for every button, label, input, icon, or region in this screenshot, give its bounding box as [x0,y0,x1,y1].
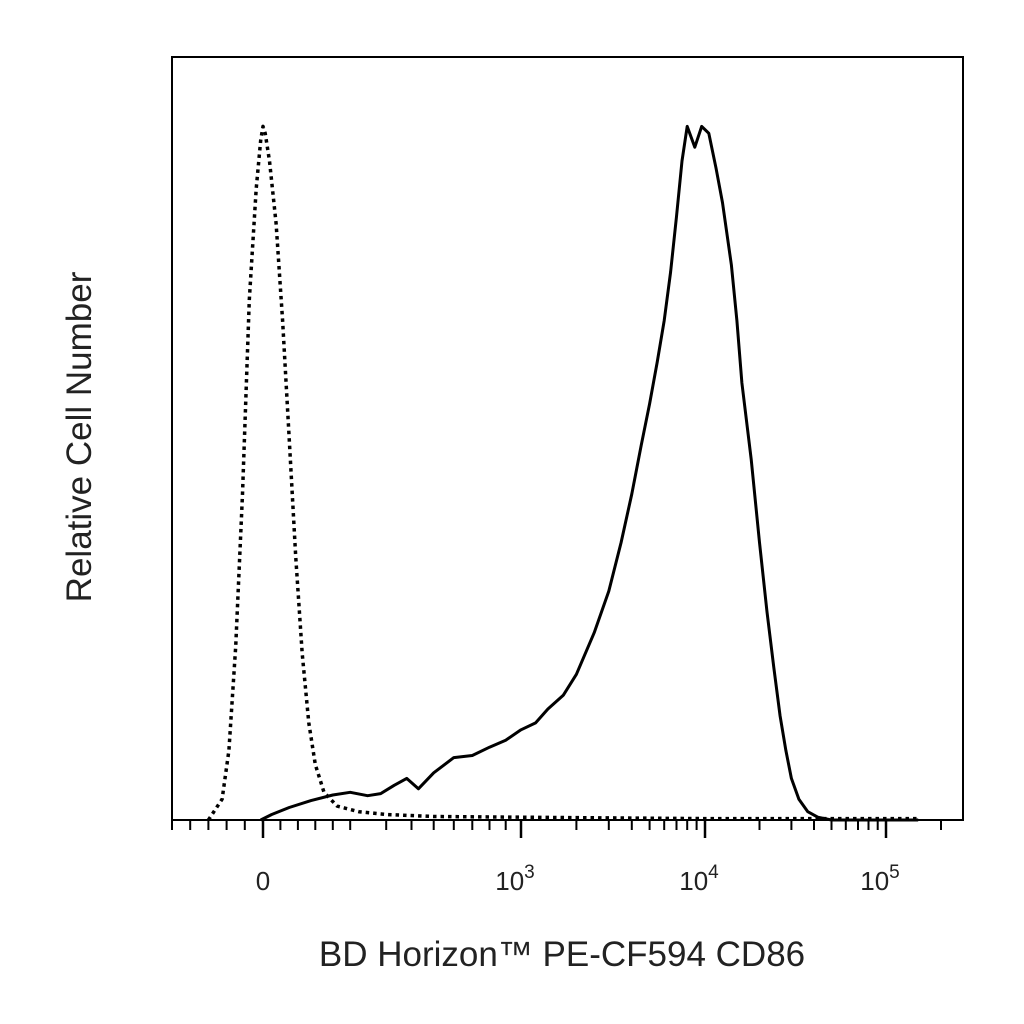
x-minor-ticks [172,820,941,830]
x-tick-label: 103 [495,862,535,896]
series-solid-stained-line [261,126,919,820]
y-axis-title: Relative Cell Number [60,271,99,602]
series-dotted-control-line [208,126,918,820]
x-tick-labels: 0 103 104 105 [256,862,900,896]
series-layer [208,126,918,820]
x-tick-label: 104 [679,862,719,896]
x-tick-label: 0 [256,866,270,896]
x-tick-label: 105 [860,862,900,896]
x-major-ticks [263,820,886,838]
x-axis-title: BD Horizon™ PE-CF594 CD86 [319,935,805,974]
